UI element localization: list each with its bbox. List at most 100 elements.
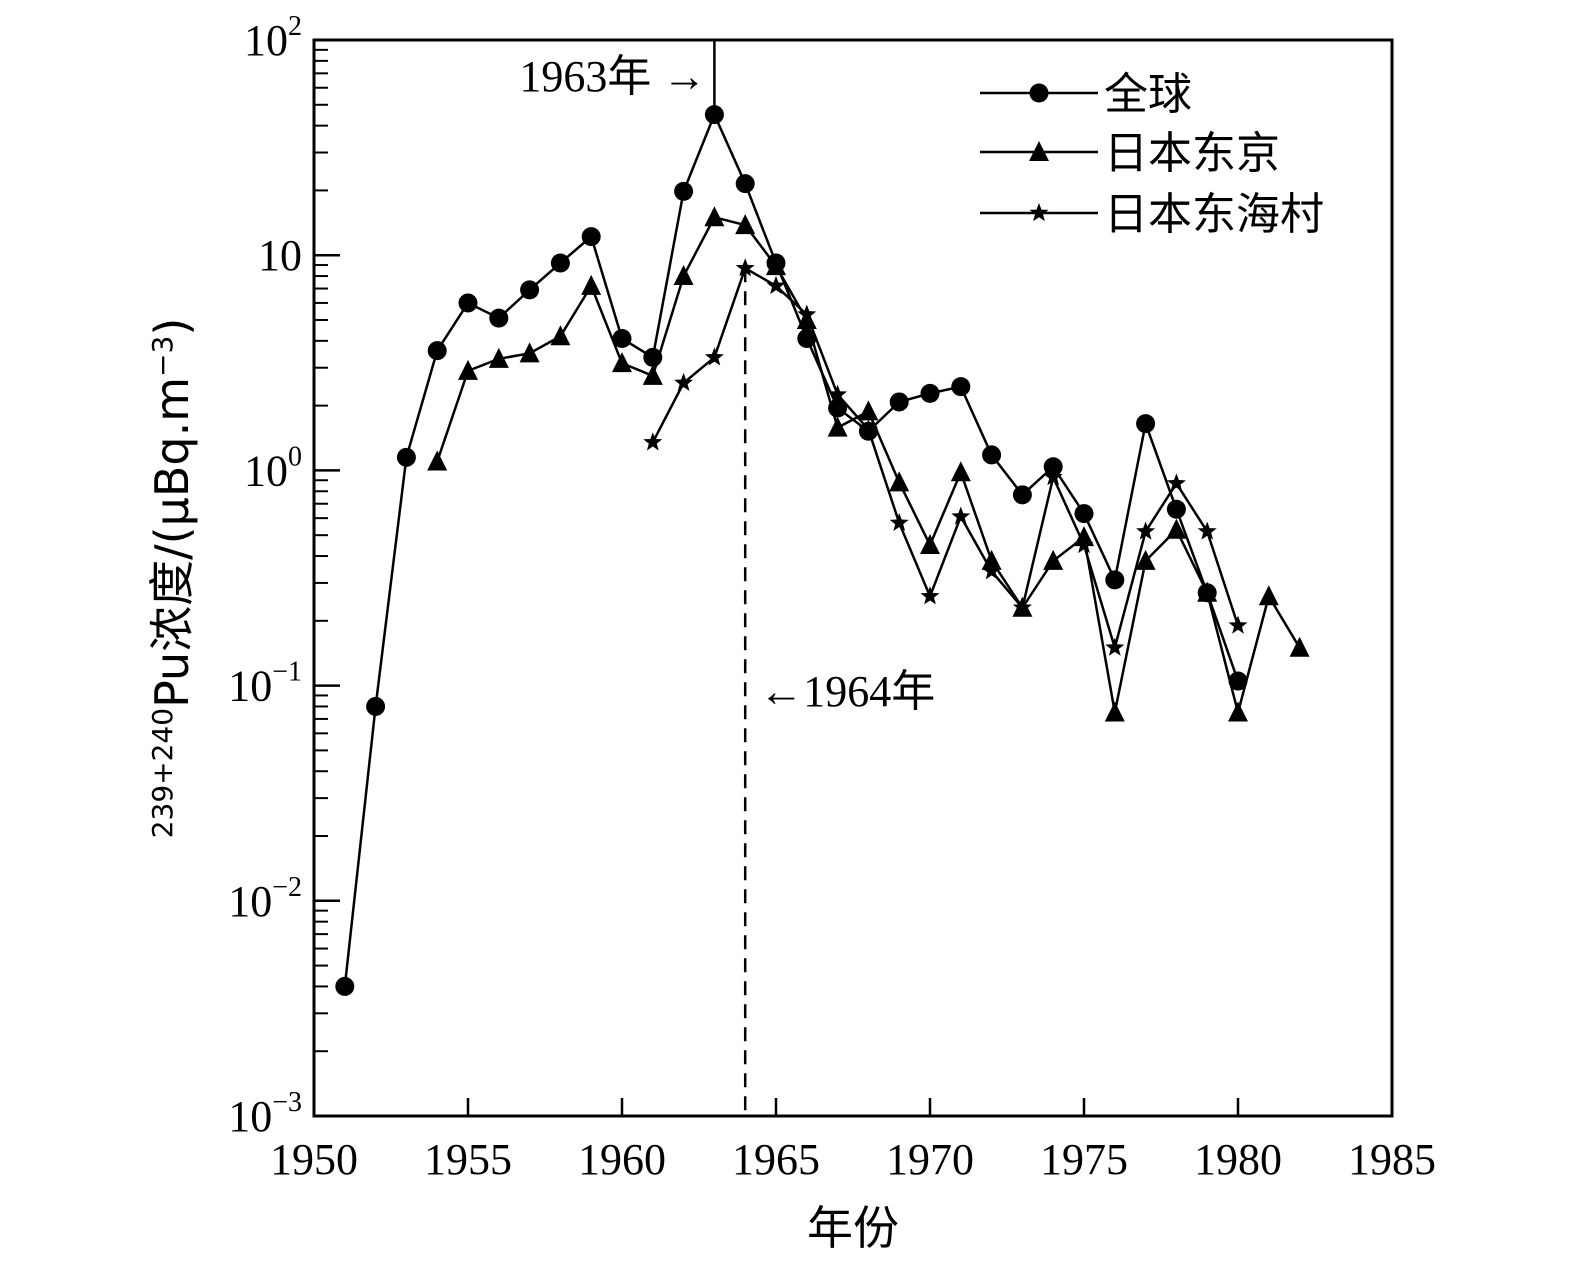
series-2-point (581, 274, 602, 295)
series-1-point (581, 227, 601, 247)
series-1-point (920, 383, 940, 403)
series-1-line (343, 111, 1240, 987)
y-tick-label: 10−1 (228, 657, 302, 711)
series-3-point (704, 347, 724, 366)
x-tick-label: 1970 (886, 1135, 974, 1184)
series-1-point (951, 377, 971, 397)
series-2-point (858, 400, 879, 421)
series-3-point (1012, 597, 1032, 616)
x-tick-label: 1975 (1040, 1135, 1128, 1184)
series-3-point (797, 304, 817, 323)
y-tick-label: 10−3 (228, 1087, 302, 1141)
series-3-point (735, 258, 755, 277)
series-2-point (889, 471, 910, 492)
series-2-point (1166, 518, 1187, 539)
x-tick-label: 1960 (578, 1135, 666, 1184)
series-3-point (889, 512, 909, 532)
x-tick-label: 1980 (1194, 1135, 1282, 1184)
series-2 (427, 206, 1310, 722)
x-tick-label: 1985 (1348, 1135, 1436, 1184)
series-2-point (458, 359, 478, 380)
series-2-point (642, 364, 663, 385)
y-axis-title-close: ) (145, 318, 199, 336)
y-axis-title-unit-exponent: −3 (146, 336, 179, 377)
series-3-point (1228, 615, 1248, 634)
y-axis-title: 239+240Pu浓度/(μBq.m−3) (145, 318, 199, 839)
x-tick-label: 1955 (424, 1135, 512, 1184)
series-2-point (1258, 585, 1279, 606)
y-axis-ticks: 102 10 100 10−1 10−2 10−3 (228, 11, 340, 1141)
minor-ticks (314, 48, 328, 1053)
legend-label: 日本东京 (1104, 128, 1280, 179)
series-1-point (1074, 504, 1094, 524)
y-axis-title-main: Pu浓度/(μBq.m (145, 377, 199, 708)
series-2-point (704, 206, 725, 227)
series-1-point (458, 293, 478, 313)
series-2-point (1043, 549, 1064, 570)
series-2-point (1197, 581, 1218, 602)
x-axis-ticks: 1950 1955 1960 1965 1970 1975 1980 1985 (270, 1098, 1436, 1184)
series-3-point (858, 419, 878, 438)
y-tick-label: 102 (244, 11, 302, 65)
series-3-point (951, 506, 971, 525)
legend-marker (1029, 141, 1049, 161)
series-3-point (828, 384, 848, 403)
series-1-point (735, 174, 755, 194)
y-tick-label: 10−2 (228, 872, 302, 926)
y-tick-label: 10 (258, 231, 302, 280)
series-3 (643, 258, 1248, 656)
series-2-point (766, 255, 786, 276)
series-2-point (920, 534, 940, 555)
series-1-point (427, 341, 447, 361)
series-2-point (673, 265, 694, 286)
series-2-point (735, 214, 756, 235)
series-2-point (427, 450, 448, 471)
series-3-point (766, 275, 786, 294)
series-2-point (1289, 636, 1310, 657)
series-1-point (1105, 570, 1125, 590)
x-axis-title: 年份 (807, 1201, 899, 1255)
series-1-point (612, 329, 632, 349)
series-2-point (519, 342, 540, 363)
y-tick-label: 100 (244, 441, 302, 495)
series-3-point (1136, 521, 1156, 540)
legend-label: 全球 (1104, 69, 1192, 120)
series-1-point (1136, 414, 1156, 434)
legend-marker (1029, 83, 1049, 103)
series-3-point (1043, 467, 1063, 486)
y-axis-title-superscript: 239+240 (146, 708, 179, 838)
series-group (335, 105, 1310, 996)
series-1-point (335, 976, 355, 996)
series-1-point (366, 696, 386, 716)
series-2-point (796, 308, 817, 329)
series-3-point (674, 372, 694, 391)
legend-label: 日本东海村 (1104, 189, 1324, 240)
series-1-point (704, 105, 724, 125)
series-2-point (1104, 701, 1125, 722)
series-1-point (489, 308, 509, 328)
series-3-point (1074, 535, 1094, 554)
annotation-1963-label: 1963年 → (519, 52, 706, 101)
series-2-point (950, 461, 971, 482)
series-3-point (643, 432, 663, 451)
series-2-point (1228, 701, 1248, 722)
series-3-point (1166, 473, 1186, 492)
series-1-point (396, 447, 416, 467)
x-tick-label: 1965 (732, 1135, 820, 1184)
series-1-point (520, 280, 540, 300)
annotation-1964-label: ←1964年 (759, 667, 935, 716)
series-2-point (550, 325, 571, 346)
series-2-point (488, 347, 509, 368)
series-3-point (920, 586, 940, 605)
series-3-point (982, 561, 1002, 580)
annotations: 1963年 → ←1964年 (519, 40, 935, 1116)
series-1-point (982, 445, 1002, 465)
series-1-point (1228, 671, 1248, 691)
series-2-line (436, 215, 1301, 718)
series-1-point (550, 253, 570, 273)
series-3-point (1105, 637, 1125, 656)
series-1-point (674, 181, 694, 201)
series-3-point (1197, 521, 1217, 540)
